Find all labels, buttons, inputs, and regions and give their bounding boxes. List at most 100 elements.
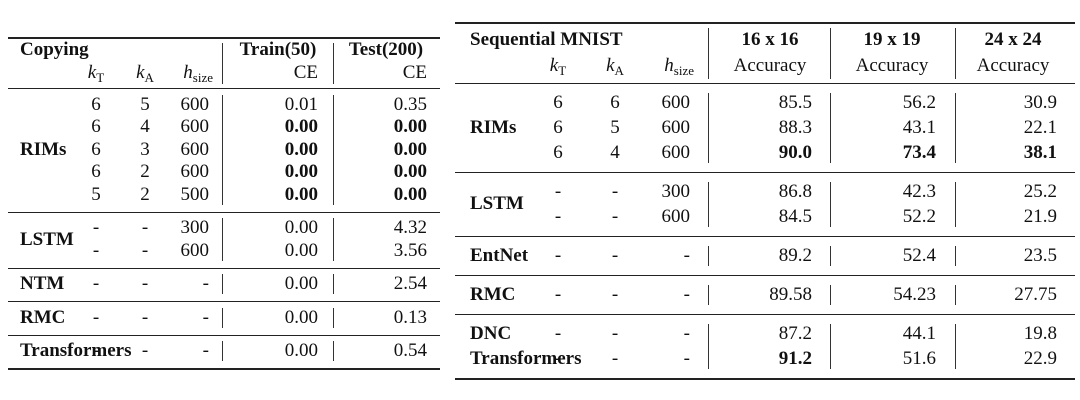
param-symbol: h: [664, 55, 674, 76]
cell: 89.58: [769, 283, 812, 305]
cell: -: [202, 340, 209, 362]
group-name: Transformers: [470, 347, 582, 369]
cell: -: [141, 273, 149, 295]
cell: 84.5: [778, 205, 812, 227]
cell: 73.4: [902, 141, 936, 163]
metric-unit: Accuracy: [733, 55, 807, 76]
cell: 600: [180, 116, 210, 138]
cell: 5: [140, 93, 150, 115]
cell: -: [611, 205, 619, 227]
rule: [455, 236, 1075, 237]
column-separator: [955, 284, 956, 305]
cell: -: [554, 180, 562, 202]
group-name: RMC: [20, 306, 66, 328]
rule: [8, 211, 440, 213]
cell: 52.4: [902, 244, 936, 266]
table-title: Copying: [20, 39, 89, 60]
cell: 89.2: [778, 244, 812, 266]
cell: 0.00: [284, 217, 318, 239]
rule: [8, 37, 440, 39]
cell: -: [92, 273, 100, 295]
cell: 52.2: [902, 205, 936, 227]
column-separator: [830, 28, 831, 79]
cell: 86.8: [778, 180, 812, 202]
cell: 90.0: [778, 141, 812, 163]
column-separator: [830, 92, 831, 163]
column-separator: [333, 341, 334, 362]
rule: [455, 314, 1075, 315]
column-separator: [830, 284, 831, 305]
cell: -: [683, 283, 690, 305]
cell: -: [92, 306, 100, 328]
cell: -: [683, 322, 690, 344]
rule: [8, 368, 440, 370]
table-title: Sequential MNIST: [470, 29, 623, 50]
cell: 0.00: [284, 273, 318, 295]
param-symbol: k: [136, 62, 145, 83]
cell: -: [141, 217, 149, 239]
rule: [455, 378, 1075, 380]
cell: 27.75: [1014, 283, 1057, 305]
cell: 6: [610, 91, 620, 113]
column-separator: [708, 245, 709, 266]
column-separator: [333, 94, 334, 205]
param-subscript: size: [192, 70, 213, 85]
cell: 19.8: [1023, 322, 1057, 344]
cell: 6: [91, 93, 101, 115]
cell: -: [554, 347, 562, 369]
cell: 0.00: [284, 306, 318, 328]
param-symbol: h: [183, 62, 193, 83]
group-name: Transformers: [20, 340, 132, 362]
cell: -: [92, 340, 100, 362]
column-separator: [222, 307, 223, 328]
param-symbol: k: [87, 62, 97, 83]
metric-unit: Accuracy: [976, 55, 1050, 76]
column-separator: [222, 94, 223, 205]
cell: -: [92, 239, 100, 261]
column-separator: [830, 181, 831, 227]
metric-name: Test(200): [348, 39, 424, 60]
cell: 0.13: [393, 306, 427, 328]
cell: -: [92, 217, 100, 239]
cell: 600: [180, 93, 210, 115]
cell: -: [683, 244, 690, 266]
rule: [455, 83, 1075, 84]
column-separator: [222, 43, 223, 84]
cell: 0.54: [393, 340, 427, 362]
column-separator: [333, 218, 334, 261]
cell: 3: [140, 138, 150, 160]
cell: 38.1: [1023, 141, 1057, 163]
cell: 3.56: [393, 239, 427, 261]
cell: 500: [180, 183, 210, 205]
cell: 2: [140, 183, 150, 205]
cell: 42.3: [902, 180, 936, 202]
cell: -: [202, 273, 209, 295]
group-name: RIMs: [20, 138, 67, 160]
cell: 0.00: [284, 138, 318, 160]
metric-unit: CE: [293, 62, 318, 83]
cell: -: [554, 205, 562, 227]
metric-unit: Accuracy: [855, 55, 929, 76]
param-subscript: A: [614, 63, 624, 78]
cell: 43.1: [902, 116, 936, 138]
cell: 0.00: [393, 138, 427, 160]
cell: 300: [661, 180, 691, 202]
metric-name: 19 x 19: [863, 29, 921, 50]
param-subscript: T: [558, 63, 567, 78]
cell: 6: [553, 116, 563, 138]
column-separator: [955, 323, 956, 369]
cell: 91.2: [778, 347, 812, 369]
column-separator: [830, 323, 831, 369]
column-separator: [708, 323, 709, 369]
cell: 5: [91, 183, 101, 205]
column-separator: [222, 341, 223, 362]
column-separator: [333, 43, 334, 84]
column-separator: [708, 181, 709, 227]
metric-name: 24 x 24: [984, 29, 1042, 50]
cell: 22.9: [1023, 347, 1057, 369]
cell: 4.32: [393, 217, 427, 239]
param-header: kA: [136, 62, 154, 85]
group-name: RMC: [470, 283, 516, 305]
cell: 0.00: [284, 239, 318, 261]
column-separator: [333, 274, 334, 295]
